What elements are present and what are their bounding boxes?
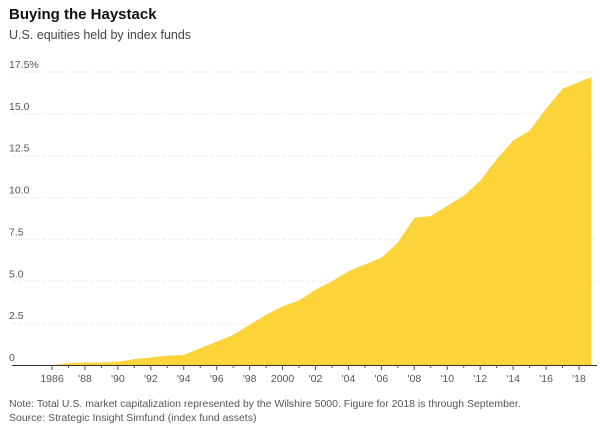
x-tick-label: '14 (506, 373, 520, 385)
x-tick-label: '98 (243, 373, 257, 385)
x-tick-label: '06 (375, 373, 389, 385)
y-tick-label: 10.0 (9, 185, 30, 197)
x-tick-label: '96 (210, 373, 224, 385)
x-tick-label: 1986 (40, 373, 64, 385)
x-tick-label: '16 (539, 373, 553, 385)
x-tick-label: '90 (111, 373, 125, 385)
x-tick-label: '12 (473, 373, 487, 385)
y-tick-label: 15.0 (9, 101, 30, 113)
chart-note: Note: Total U.S. market capitalization r… (9, 398, 521, 410)
x-tick-label: '92 (144, 373, 158, 385)
y-tick-label: 17.5% (9, 59, 39, 71)
y-tick-label: 7.5 (9, 226, 24, 238)
chart-source: Source: Strategic Insight Simfund (index… (9, 412, 257, 424)
x-tick-label: 2000 (271, 373, 295, 385)
x-tick-label: '18 (572, 373, 586, 385)
y-tick-label: 12.5 (9, 143, 30, 155)
chart-subtitle: U.S. equities held by index funds (9, 28, 192, 42)
x-tick-label: '08 (407, 373, 421, 385)
y-tick-label: 5.0 (9, 268, 24, 280)
y-tick-label: 2.5 (9, 310, 24, 322)
chart-title: Buying the Haystack (9, 6, 157, 23)
x-tick-label: '94 (177, 373, 191, 385)
x-tick-label: '10 (440, 373, 454, 385)
x-tick-label: '02 (309, 373, 323, 385)
y-tick-label: 0 (9, 352, 15, 364)
chart-notes: Note: Total U.S. market capitalization r… (9, 397, 521, 425)
x-tick-label: '04 (342, 373, 356, 385)
area-series (52, 77, 592, 365)
x-tick-label: '88 (78, 373, 92, 385)
